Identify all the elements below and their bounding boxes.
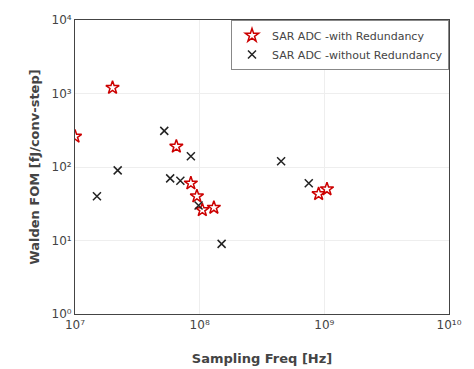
svg-text:10¹⁰: 10¹⁰	[437, 318, 462, 332]
svg-text:10⁰: 10⁰	[52, 307, 72, 321]
svg-text:10⁸: 10⁸	[190, 318, 210, 332]
svg-text:SAR ADC -with Redundancy: SAR ADC -with Redundancy	[272, 30, 424, 43]
svg-text:10²: 10²	[52, 160, 72, 174]
svg-text:10⁹: 10⁹	[314, 318, 334, 332]
svg-text:10¹: 10¹	[52, 234, 72, 248]
svg-text:Walden FOM [fJ/conv-step]: Walden FOM [fJ/conv-step]	[27, 69, 42, 264]
svg-text:10⁴: 10⁴	[52, 13, 72, 27]
svg-text:10⁷: 10⁷	[65, 318, 85, 332]
svg-text:SAR ADC -without Redundancy: SAR ADC -without Redundancy	[272, 49, 442, 62]
svg-text:Sampling Freq [Hz]: Sampling Freq [Hz]	[192, 351, 332, 366]
svg-text:10³: 10³	[52, 87, 72, 101]
